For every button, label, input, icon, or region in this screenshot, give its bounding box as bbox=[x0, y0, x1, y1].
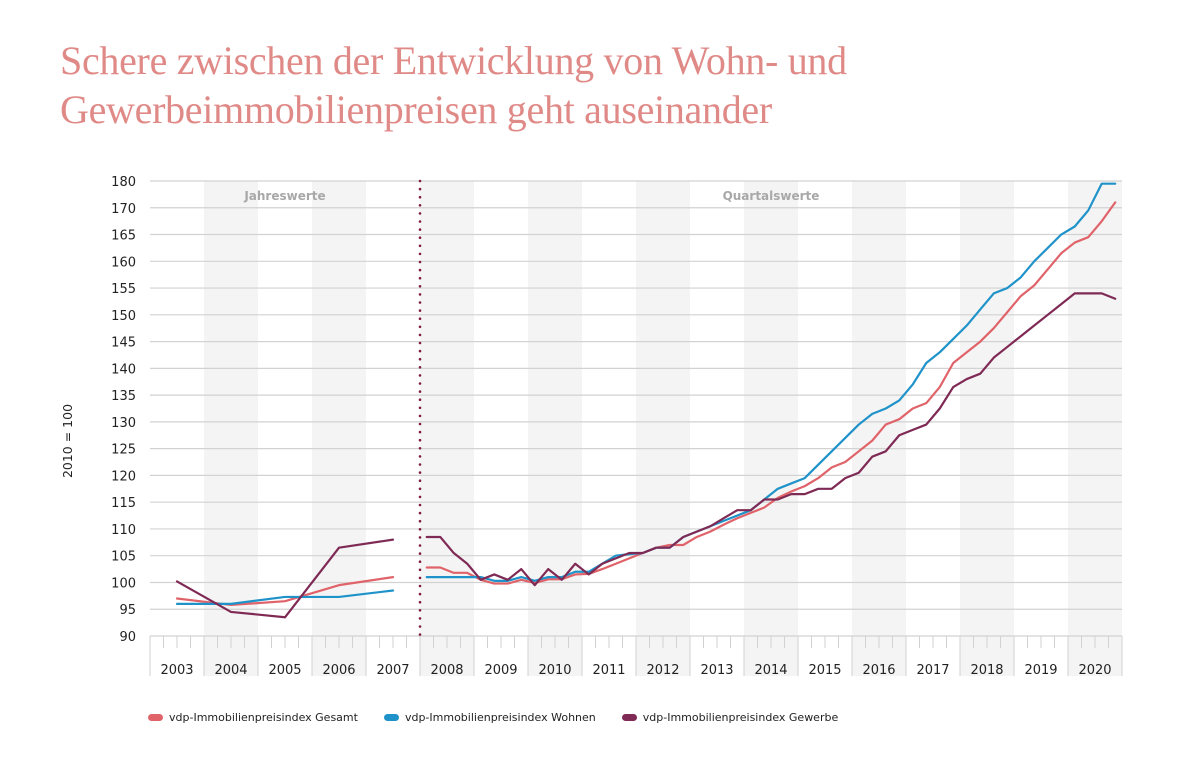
x-tick-label: 2005 bbox=[268, 663, 301, 678]
y-axis-tick-labels: 90 95 100 105 110 115 120 125 130 135 140 145 150 155… bbox=[111, 175, 136, 645]
legend-label-gesamt: vdp-Immobilienpreisindex Gesamt bbox=[169, 711, 358, 724]
legend-item-wohnen[interactable]: vdp-Immobilienpreisindex Wohnen bbox=[383, 711, 596, 724]
year-band-2020 bbox=[1068, 181, 1122, 676]
y-tick-label: 160 bbox=[111, 255, 136, 270]
x-tick-label: 2018 bbox=[970, 663, 1003, 678]
y-tick-label: 135 bbox=[111, 389, 136, 404]
year-band-2008 bbox=[420, 181, 474, 676]
y-tick-label: 140 bbox=[111, 362, 136, 377]
x-tick-label: 2011 bbox=[592, 663, 625, 678]
legend: vdp-Immobilienpreisindex Gesamt vdp-Immo… bbox=[148, 711, 838, 724]
y-tick-label: 105 bbox=[111, 550, 136, 565]
y-tick-label: 130 bbox=[111, 416, 136, 431]
x-tick-label: 2009 bbox=[484, 663, 517, 678]
year-band-2018 bbox=[960, 181, 1014, 676]
legend-label-gewerbe: vdp-Immobilienpreisindex Gewerbe bbox=[642, 711, 839, 724]
year-band-2012 bbox=[636, 181, 690, 676]
y-tick-label: 165 bbox=[111, 229, 136, 244]
series-lines bbox=[175, 182, 1117, 619]
x-tick-label: 2004 bbox=[214, 663, 247, 678]
x-tick-label: 2006 bbox=[322, 663, 355, 678]
y-tick-label: 100 bbox=[111, 576, 136, 591]
y-tick-label: 110 bbox=[111, 523, 136, 538]
year-band-2010 bbox=[528, 181, 582, 676]
x-tick-label: 2003 bbox=[160, 663, 193, 678]
legend-item-gewerbe[interactable]: vdp-Immobilienpreisindex Gewerbe bbox=[621, 711, 839, 724]
y-tick-label: 180 bbox=[111, 175, 136, 190]
x-tick-label: 2016 bbox=[862, 663, 895, 678]
section-label: Jahreswerte bbox=[243, 189, 325, 203]
year-band-2006 bbox=[312, 181, 366, 676]
year-band-2014 bbox=[744, 181, 798, 676]
y-tick-label: 150 bbox=[111, 309, 136, 324]
x-tick-label: 2013 bbox=[700, 663, 733, 678]
chart-title-line-2: Gewerbeimmobilienpreisen geht auseinande… bbox=[60, 87, 772, 132]
x-tick-label: 2014 bbox=[754, 663, 787, 678]
legend-label-wohnen: vdp-Immobilienpreisindex Wohnen bbox=[404, 711, 596, 724]
x-tick-label: 2015 bbox=[808, 663, 841, 678]
y-axis-label: 2010 = 100 bbox=[60, 404, 75, 478]
x-tick-label: 2007 bbox=[376, 663, 409, 678]
year-band-2004 bbox=[204, 181, 258, 676]
series-line-annual-wohnen bbox=[175, 589, 395, 605]
chart-title: Schere zwischen der Entwicklung von Wohn… bbox=[60, 36, 1060, 134]
series-line-quarterly-gesamt bbox=[425, 201, 1117, 585]
y-tick-label: 155 bbox=[111, 282, 136, 297]
legend-swatch-wohnen bbox=[383, 714, 399, 721]
series-line-quarterly-gewerbe bbox=[425, 292, 1117, 587]
x-tick-label: 2010 bbox=[538, 663, 571, 678]
y-tick-label: 95 bbox=[119, 603, 136, 618]
x-axis: 2003 2004 2005 2006 2007 2008 2009 2010 2011 2012… bbox=[149, 636, 1123, 678]
y-tick-label: 170 bbox=[111, 202, 136, 217]
year-band-2016 bbox=[852, 181, 906, 676]
legend-swatch-gesamt bbox=[148, 714, 163, 721]
y-tick-label: 115 bbox=[111, 496, 136, 511]
x-tick-label: 2012 bbox=[646, 663, 679, 678]
year-bands bbox=[204, 181, 1122, 676]
y-tick-label: 90 bbox=[119, 630, 136, 645]
legend-item-gesamt[interactable]: vdp-Immobilienpreisindex Gesamt bbox=[148, 711, 358, 724]
section-label: Quartalswerte bbox=[723, 189, 820, 203]
y-tick-label: 145 bbox=[111, 336, 136, 351]
x-tick-label: 2008 bbox=[430, 663, 463, 678]
y-tick-label: 120 bbox=[111, 469, 136, 484]
series-line-quarterly-wohnen bbox=[425, 182, 1117, 582]
x-tick-label: 2017 bbox=[916, 663, 949, 678]
section-labels: Jahreswerte Quartalswerte bbox=[243, 189, 819, 203]
x-tick-label: 2020 bbox=[1078, 663, 1111, 678]
y-tick-label: 125 bbox=[111, 443, 136, 458]
series-line-annual-gewerbe bbox=[175, 538, 395, 619]
x-tick-label: 2019 bbox=[1024, 663, 1057, 678]
legend-swatch-gewerbe bbox=[621, 714, 637, 721]
chart-title-line-1: Schere zwischen der Entwicklung von Wohn… bbox=[60, 38, 847, 83]
